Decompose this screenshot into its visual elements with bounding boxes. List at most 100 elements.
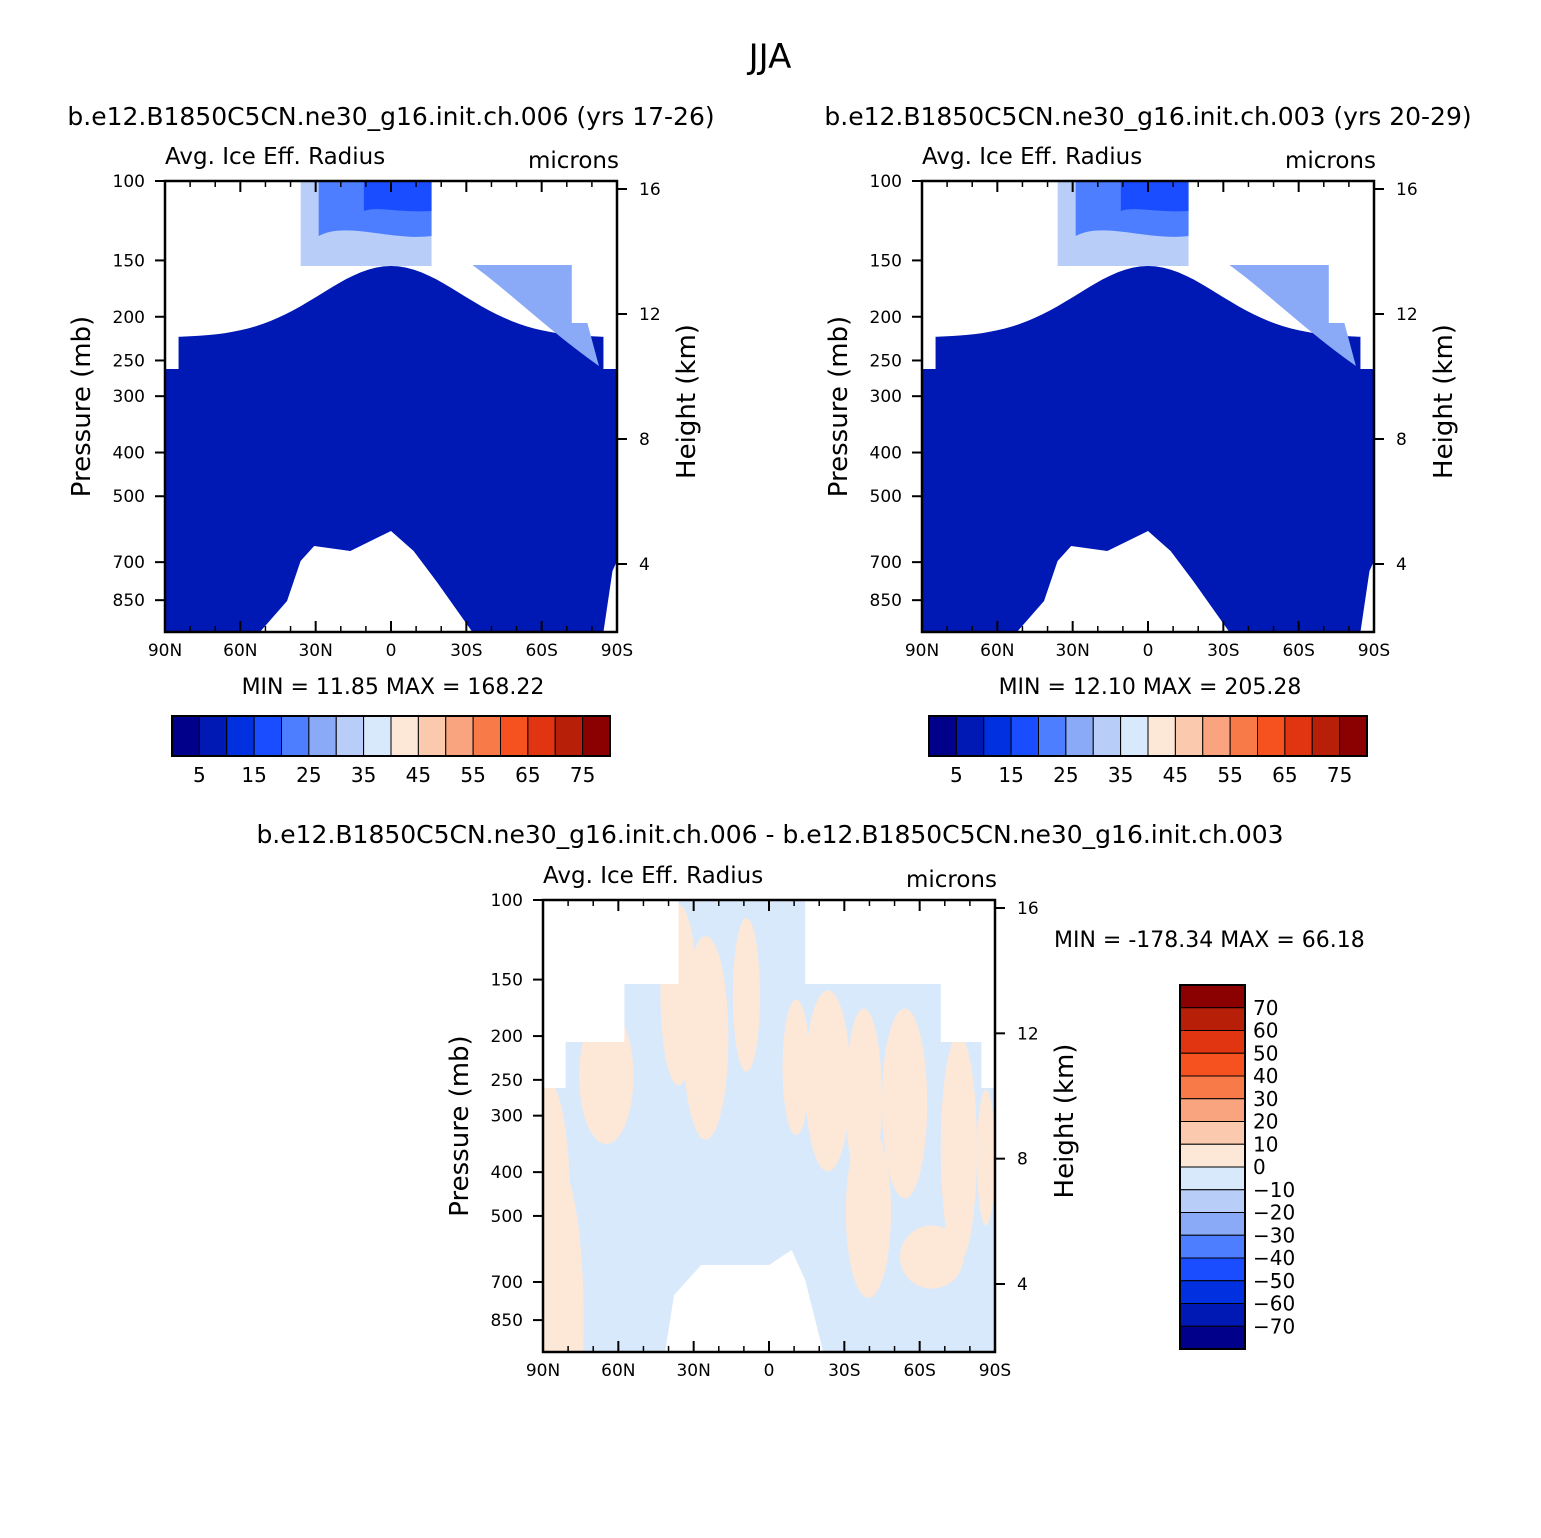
x-tick-label: 90N bbox=[526, 1361, 560, 1381]
contour-band-south bbox=[472, 265, 599, 366]
y-tick-label: 200 bbox=[870, 308, 902, 328]
panel-right: Avg. Ice Eff. Radius microns 90N 60N 30N 0 30S… bbox=[824, 144, 1459, 787]
x-tick-label: 90N bbox=[905, 641, 939, 661]
colorbar-box bbox=[1202, 715, 1231, 757]
colorbar-box bbox=[1179, 1075, 1246, 1100]
colorbar-box bbox=[1092, 715, 1122, 757]
y-tick-label: 850 bbox=[113, 591, 145, 611]
colorbar-box bbox=[335, 715, 365, 757]
y-right-tick-label: 8 bbox=[1017, 1150, 1028, 1170]
season-title: JJA bbox=[747, 37, 792, 77]
colorbar-box bbox=[1179, 1166, 1246, 1191]
colorbar-box bbox=[1229, 715, 1258, 757]
y-tick-label: 400 bbox=[491, 1163, 523, 1183]
x-tick-label: 90S bbox=[1358, 641, 1390, 661]
contour-band-positive bbox=[782, 999, 810, 1136]
y-right-tick-label: 4 bbox=[639, 555, 650, 575]
y-tick-label: 700 bbox=[113, 553, 145, 573]
colorbar-label: 35 bbox=[351, 763, 376, 787]
missing-mask-ne bbox=[805, 900, 995, 1088]
colorbar-box bbox=[1179, 1325, 1246, 1350]
y-right-axis-title: Height (km) bbox=[1429, 324, 1459, 479]
colorbar-box bbox=[1010, 715, 1039, 757]
colorbar-box bbox=[445, 715, 474, 757]
colorbar-label: −50 bbox=[1253, 1269, 1295, 1293]
y-right-tick-label: 4 bbox=[1017, 1275, 1028, 1295]
x-tick-label: 30N bbox=[298, 641, 332, 661]
orography-mask-south bbox=[603, 561, 617, 632]
contour-band-positive bbox=[543, 1162, 584, 1352]
orography-mask-south bbox=[1360, 561, 1374, 632]
colorbar-label: 15 bbox=[998, 763, 1023, 787]
diff-title: b.e12.B1850C5CN.ne30_g16.init.ch.006 - b… bbox=[256, 820, 1283, 849]
colorbar-label: 0 bbox=[1253, 1155, 1266, 1179]
x-tick-label: 30S bbox=[828, 1361, 860, 1381]
colorbar-box bbox=[928, 715, 957, 757]
units-label: microns bbox=[906, 867, 997, 893]
orography-mask bbox=[1016, 531, 1230, 632]
y-right-tick-label: 4 bbox=[1396, 555, 1407, 575]
y-right-tick-label: 12 bbox=[1396, 305, 1418, 325]
colorbar-label: 70 bbox=[1253, 996, 1278, 1020]
contour-band-positive bbox=[805, 990, 851, 1172]
x-tick-label: 0 bbox=[386, 641, 397, 661]
colorbar-box bbox=[1179, 1280, 1246, 1304]
colorbar-label: 50 bbox=[1253, 1041, 1278, 1065]
colorbar-label: 25 bbox=[296, 763, 321, 787]
colorbar-box bbox=[1179, 1143, 1246, 1168]
y-tick-label: 700 bbox=[491, 1273, 523, 1293]
colorbar-label: −20 bbox=[1253, 1201, 1295, 1225]
colorbar-label: 20 bbox=[1253, 1110, 1278, 1134]
x-tick-label: 60S bbox=[525, 641, 557, 661]
colorbar-box bbox=[417, 715, 447, 757]
y-tick-label: 700 bbox=[870, 553, 902, 573]
y-tick-label: 300 bbox=[491, 1107, 523, 1127]
colorbar-box bbox=[171, 715, 200, 757]
colorbar-box bbox=[472, 715, 501, 757]
y-right-axis-title: Height (km) bbox=[1050, 1044, 1080, 1199]
colorbar-box bbox=[1065, 715, 1094, 757]
y-tick-label: 100 bbox=[870, 172, 902, 192]
stats-label: MIN = 12.10 MAX = 205.28 bbox=[999, 675, 1302, 700]
x-tick-label: 60S bbox=[1282, 641, 1314, 661]
colorbar-box bbox=[1257, 715, 1286, 757]
y-tick-label: 500 bbox=[113, 487, 145, 507]
x-tick-label: 60N bbox=[223, 641, 257, 661]
colorbar-label: 10 bbox=[1253, 1132, 1278, 1156]
variable-label: Avg. Ice Eff. Radius bbox=[543, 863, 763, 889]
panel-title-right: b.e12.B1850C5CN.ne30_g16.init.ch.003 (yr… bbox=[824, 102, 1471, 131]
colorbar-label: 55 bbox=[1217, 763, 1242, 787]
colorbar-box bbox=[1179, 1098, 1246, 1122]
colorbar-box bbox=[1038, 715, 1067, 757]
x-tick-label: 30S bbox=[450, 641, 482, 661]
y-tick-label: 150 bbox=[870, 251, 902, 271]
colorbar-label: 5 bbox=[950, 763, 963, 787]
colorbar-box bbox=[281, 715, 310, 757]
colorbar-box bbox=[1339, 715, 1368, 757]
x-tick-label: 90S bbox=[979, 1361, 1011, 1381]
contour-band-positive bbox=[579, 1008, 634, 1145]
colorbar-box bbox=[955, 715, 985, 757]
colorbar-label: 30 bbox=[1253, 1087, 1278, 1111]
colorbar-label: 55 bbox=[460, 763, 485, 787]
colorbar-box bbox=[308, 715, 337, 757]
field-layer bbox=[165, 181, 617, 632]
colorbar-label: −10 bbox=[1253, 1178, 1295, 1202]
colorbar-frame bbox=[928, 715, 1368, 757]
colorbar-label: −40 bbox=[1253, 1246, 1295, 1270]
y-right-tick-label: 12 bbox=[639, 305, 661, 325]
colorbar-label: 45 bbox=[1163, 763, 1188, 787]
y-tick-label: 300 bbox=[113, 387, 145, 407]
colorbar-box bbox=[500, 715, 529, 757]
missing-mask-ne bbox=[431, 181, 617, 369]
colorbar-box bbox=[1179, 1257, 1246, 1282]
colorbar-box bbox=[1179, 984, 1246, 1009]
colorbar-label: 60 bbox=[1253, 1019, 1278, 1043]
colorbar-label: 40 bbox=[1253, 1064, 1278, 1088]
colorbar-box bbox=[1179, 1212, 1246, 1236]
colorbar-box bbox=[1179, 1030, 1246, 1054]
colorbar-box bbox=[1179, 1007, 1246, 1031]
y-tick-label: 250 bbox=[113, 351, 145, 371]
colorbar-label: 15 bbox=[241, 763, 266, 787]
x-tick-label: 0 bbox=[764, 1361, 775, 1381]
